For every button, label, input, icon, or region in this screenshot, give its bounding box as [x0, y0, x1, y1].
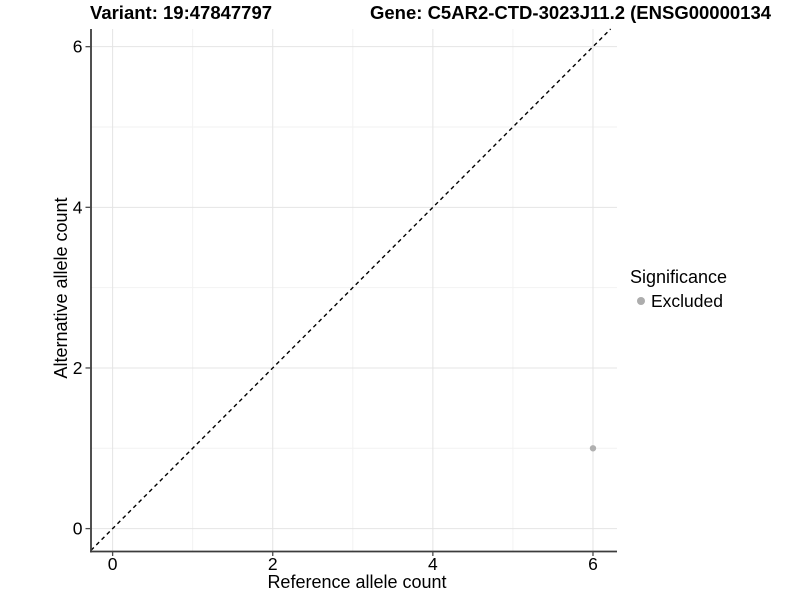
- legend: Significance Excluded: [630, 267, 727, 312]
- plot-title-gene: Gene: C5AR2-CTD-3023J11.2 (ENSG00000134: [370, 2, 772, 23]
- legend-key-point-icon: [637, 297, 645, 306]
- x-tick-label: 4: [428, 554, 438, 574]
- data-points: [589, 445, 597, 452]
- legend-title: Significance: [630, 267, 728, 287]
- data-point-excluded: [589, 445, 597, 452]
- axis-lines: [90, 29, 617, 553]
- identity-reference-line: [90, 28, 612, 551]
- y-tick-label: 4: [73, 197, 83, 217]
- legend-item-excluded: Excluded: [630, 291, 727, 312]
- legend-item-label: Excluded: [651, 290, 723, 311]
- y-tick-label: 2: [73, 358, 83, 378]
- x-tick-label: 0: [108, 554, 118, 574]
- plot-title-variant: Variant: 19:47847797: [90, 2, 273, 23]
- grid-major: [91, 29, 617, 552]
- x-tick-label: 6: [588, 554, 598, 574]
- tick-marks: [85, 46, 594, 556]
- x-axis-label: Reference allele count: [267, 572, 447, 592]
- y-axis-label: Alternative allele count: [51, 197, 71, 379]
- grid-minor: [91, 29, 617, 552]
- y-tick-label: 0: [73, 519, 83, 539]
- tick-labels: 0 2 4 6 0 2 4 6: [73, 37, 598, 574]
- x-tick-label: 2: [268, 554, 278, 574]
- y-tick-label: 6: [73, 37, 83, 57]
